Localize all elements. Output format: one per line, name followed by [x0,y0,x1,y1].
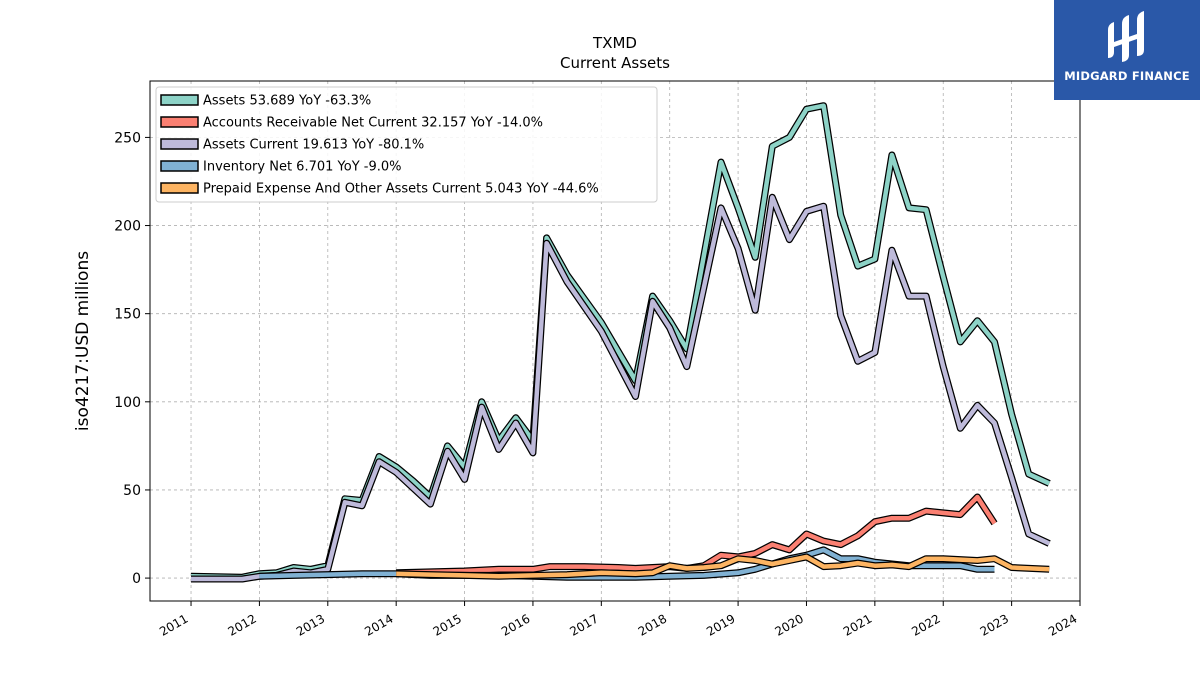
legend-box [155,86,658,203]
legend-label-3: Inventory Net 6.701 YoY -9.0% [203,160,402,175]
y-axis-label: iso4217:USD millions [73,251,93,431]
chart-title: TXMD [592,34,637,52]
series-outline-2 [191,193,1051,583]
x-tick-label: 2024 [1046,611,1079,638]
y-tick-label: 150 [114,307,141,323]
x-tick-label: 2019 [704,611,737,638]
x-tick-label: 2012 [225,611,258,638]
x-tick-label: 2014 [362,611,395,638]
x-tick-label: 2023 [978,611,1011,638]
x-tick-label: 2017 [567,611,600,638]
brand-mark-icon [1108,11,1144,62]
series-outline-1 [396,493,998,577]
brand-logo: MIDGARD FINANCE [1054,0,1200,100]
y-tick-label: 0 [132,571,141,587]
legend-label-0: Assets 53.689 YoY -63.3% [203,94,371,109]
series-line-2 [191,195,1051,582]
x-tick-label: 2011 [157,611,190,638]
x-tick-label: 2021 [841,611,874,638]
legend-swatch-3 [160,160,199,172]
y-tick-label: 250 [114,130,141,146]
x-tick-label: 2022 [909,611,942,638]
legend: Assets 53.689 YoY -63.3% Accounts Receiva… [155,86,658,203]
legend-swatch-2 [160,138,199,150]
chart-subtitle: Current Assets [560,54,670,72]
legend-label-1: Accounts Receivable Net Current 32.157 Y… [203,116,543,131]
y-tick-label: 50 [123,483,141,499]
brand-name: MIDGARD FINANCE [1064,69,1190,83]
legend-label-4: Prepaid Expense And Other Assets Current… [203,182,599,197]
legend-swatch-4 [160,182,199,194]
plot-frame [149,80,1081,602]
legend-swatch-0 [160,94,199,106]
x-tick-label: 2016 [499,611,532,638]
x-tick-label: 2015 [431,611,464,638]
legend-label-2: Assets Current 19.613 YoY -80.1% [203,138,424,153]
legend-swatch-1 [160,116,199,128]
x-tick-label: 2018 [636,611,669,638]
y-tick-label: 100 [114,395,141,411]
series-line-4 [396,554,1050,579]
x-tick-label: 2013 [294,611,327,638]
series-line-1 [396,494,997,576]
y-tick-label: 200 [114,219,141,235]
x-tick-label: 2020 [773,611,806,638]
series-lines [190,102,1051,583]
